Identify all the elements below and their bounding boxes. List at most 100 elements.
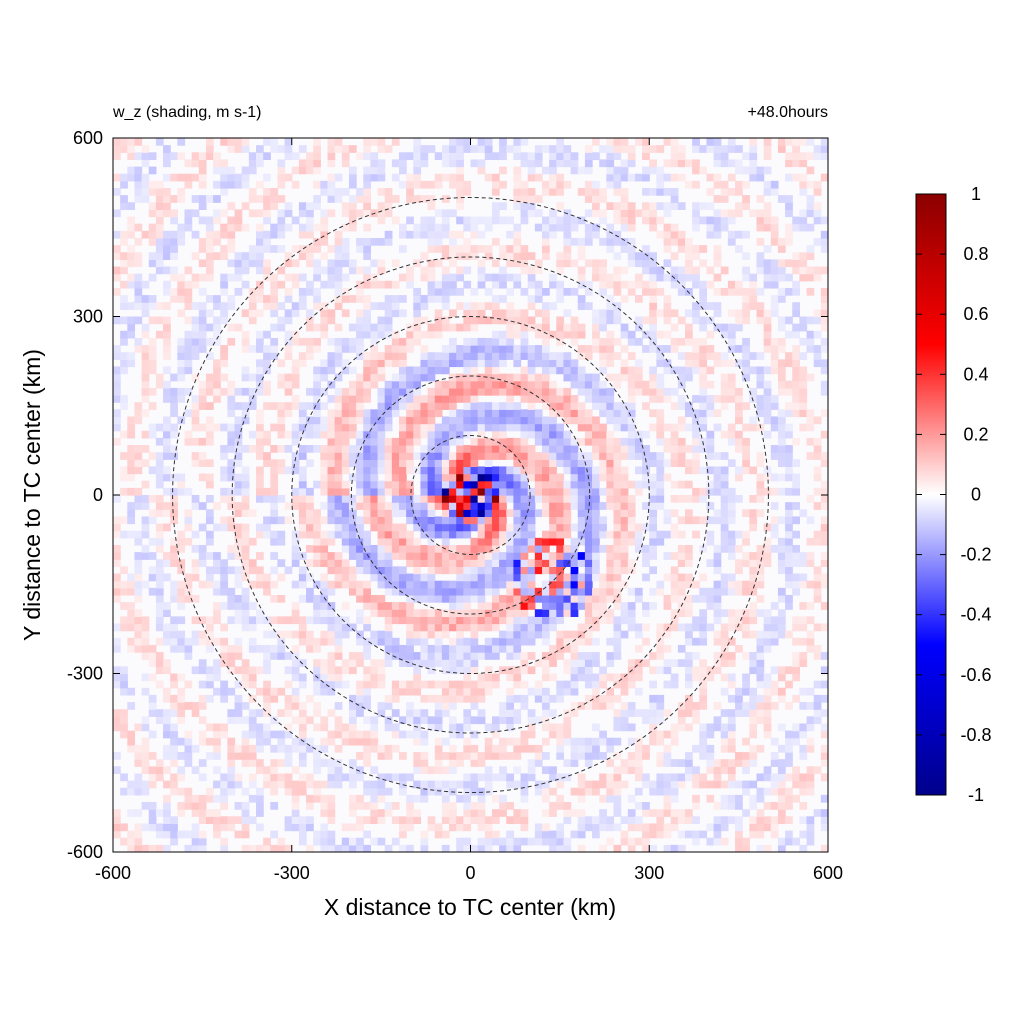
shading-cell: [456, 430, 464, 439]
shading-cell: [306, 737, 314, 746]
shading-cell: [263, 352, 271, 360]
shading-cell: [191, 502, 200, 510]
shading-cell: [213, 830, 221, 839]
shading-cell: [634, 759, 643, 767]
shading-cell: [463, 687, 472, 696]
shading-cell: [584, 452, 593, 460]
shading-cell: [534, 594, 543, 603]
shading-cell: [477, 309, 486, 318]
shading-cell: [327, 437, 336, 446]
shading-cell: [248, 794, 257, 803]
shading-cell: [527, 616, 536, 625]
shading-cell: [284, 287, 293, 296]
shading-cell: [434, 544, 443, 553]
shading-cell: [470, 702, 479, 710]
shading-cell: [227, 495, 236, 503]
shading-cell: [263, 844, 271, 852]
shading-cell: [356, 459, 364, 468]
shading-cell: [356, 380, 364, 389]
shading-cell: [320, 659, 329, 667]
shading-cell: [463, 416, 472, 425]
shading-cell: [549, 223, 557, 232]
shading-cell: [520, 623, 529, 632]
shading-cell: [599, 502, 607, 510]
shading-cell: [441, 702, 450, 710]
shading-cell: [163, 716, 171, 725]
shading-cell: [420, 637, 429, 646]
shading-cell: [441, 245, 450, 253]
shading-cell: [348, 766, 357, 775]
shading-cell: [155, 195, 164, 203]
shading-cell: [277, 445, 286, 453]
shading-cell: [198, 237, 207, 246]
shading-cell: [227, 780, 236, 789]
shading-cell: [313, 644, 321, 653]
shading-cell: [649, 730, 657, 739]
shading-cell: [391, 495, 400, 503]
shading-cell: [384, 509, 393, 518]
shading-cell: [434, 237, 443, 246]
shading-cell: [584, 673, 593, 682]
shading-cell: [441, 766, 450, 775]
shading-cell: [584, 352, 593, 360]
shading-cell: [320, 180, 329, 189]
shading-cell: [263, 530, 271, 539]
shading-cell: [534, 387, 543, 396]
shading-cell: [563, 502, 572, 510]
shading-cell: [627, 452, 636, 460]
shading-cell: [656, 387, 665, 396]
shading-cell: [177, 752, 186, 760]
shading-cell: [441, 459, 450, 468]
shading-cell: [463, 530, 472, 539]
shading-cell: [491, 452, 500, 460]
shading-cell: [113, 273, 121, 282]
shading-cell: [634, 323, 643, 332]
shading-cell: [420, 459, 429, 468]
shading-cell: [205, 509, 214, 518]
shading-cell: [320, 844, 329, 852]
shading-cell: [248, 209, 257, 218]
shading-cell: [556, 145, 565, 153]
shading-cell: [191, 230, 200, 239]
shading-cell: [420, 644, 429, 653]
shading-cell: [506, 609, 514, 617]
shading-cell: [270, 487, 279, 496]
shading-cell: [341, 159, 350, 168]
shading-cell: [170, 423, 178, 432]
shading-cell: [234, 138, 243, 146]
shading-cell: [484, 138, 493, 146]
shading-cell: [399, 609, 407, 617]
shading-cell: [677, 480, 686, 489]
shading-cell: [649, 387, 657, 396]
shading-cell: [213, 723, 221, 732]
shading-cell: [592, 345, 600, 353]
shading-cell: [499, 559, 507, 567]
shading-cell: [306, 573, 314, 582]
shading-cell: [141, 737, 150, 746]
shading-cell: [491, 216, 500, 225]
shading-cell: [642, 716, 650, 725]
shading-cell: [234, 744, 243, 753]
shading-cell: [384, 473, 393, 482]
shading-cell: [627, 502, 636, 510]
chart-title-left: w_z (shading, m s-1): [112, 104, 262, 121]
shading-cell: [556, 138, 565, 146]
shading-cell: [391, 480, 400, 489]
shading-cell: [506, 566, 514, 575]
shading-cell: [291, 780, 300, 789]
shading-cell: [570, 166, 579, 175]
shading-cell: [291, 544, 300, 553]
shading-cell: [620, 159, 629, 168]
shading-cell: [413, 559, 422, 567]
shading-cell: [363, 652, 371, 660]
shading-cell: [284, 145, 293, 153]
shading-cell: [434, 694, 443, 703]
shading-cell: [663, 659, 672, 667]
shading-cell: [277, 730, 286, 739]
shading-cell: [234, 752, 243, 760]
shading-cell: [520, 509, 529, 518]
shading-cell: [306, 802, 314, 810]
shading-cell: [549, 730, 557, 739]
shading-cell: [320, 823, 329, 832]
shading-cell: [556, 259, 565, 268]
